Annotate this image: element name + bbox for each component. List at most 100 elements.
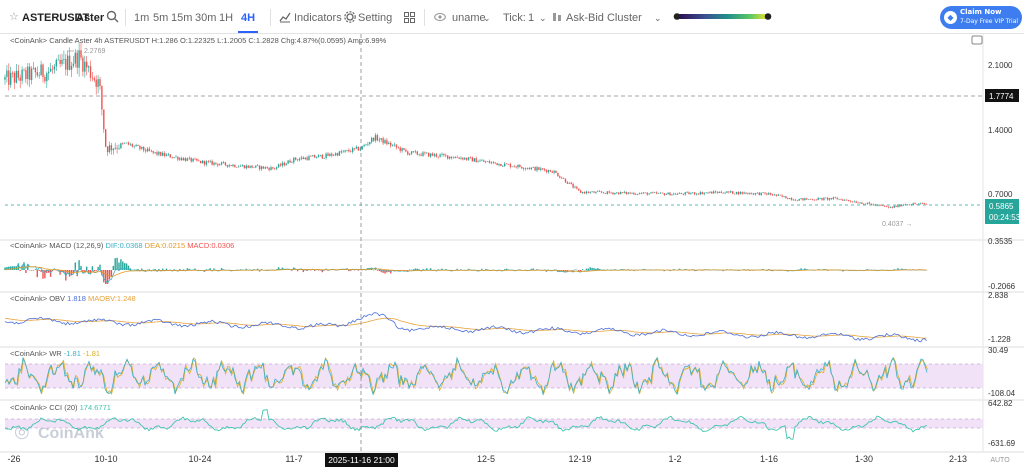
candle-body [851, 201, 854, 203]
interval-30m[interactable]: 30m [195, 12, 217, 24]
candle-body [182, 158, 185, 161]
macd-bar [95, 270, 97, 271]
vip-trial-button[interactable]: ◆ Claim Now 7-Day Free VIP Trial [940, 6, 1022, 29]
macd-bar [597, 268, 599, 270]
candle-body [593, 191, 595, 193]
candle-body [475, 158, 477, 163]
candle-body [139, 145, 141, 149]
low-price-label: 0.4037 → [882, 221, 912, 228]
macd-bar [504, 269, 506, 270]
candle-body [11, 72, 14, 74]
grid-icon[interactable] [404, 12, 415, 23]
candle-body [464, 157, 466, 160]
countdown-label: 00:24:53 [989, 213, 1021, 222]
candle-body [245, 165, 247, 169]
candle-body [882, 205, 884, 207]
macd-bar [72, 270, 75, 274]
candle-body [517, 164, 519, 168]
candle-body [490, 162, 493, 164]
candle-body [629, 192, 631, 194]
candle-body [811, 199, 814, 200]
candle-body [675, 193, 677, 195]
chart-area[interactable]: ◎ CoinAnk2.10001.40000.70001.77740.586500… [0, 34, 1024, 470]
uname-select[interactable]: uname [452, 12, 486, 24]
indicators-icon[interactable] [279, 11, 291, 23]
candle-body [129, 144, 132, 145]
star-icon[interactable]: ☆ [9, 11, 19, 23]
candle-body [167, 154, 170, 155]
macd-bar [585, 268, 588, 270]
interval-5m[interactable]: 5m [153, 12, 169, 24]
candle-body [251, 165, 253, 168]
x-tick-label: 10-24 [188, 454, 211, 464]
candle-body [730, 191, 732, 193]
interval-1h[interactable]: 1H [219, 12, 234, 24]
chevron-down-icon[interactable]: ⌄ [539, 13, 547, 23]
candle-body [205, 161, 208, 165]
candle-body [870, 203, 873, 205]
tick-value[interactable]: 1 [528, 12, 535, 24]
cluster-icon[interactable] [552, 11, 563, 23]
candle-body [467, 157, 470, 160]
candle-body [78, 50, 80, 68]
x-tick-label: 10-10 [94, 454, 117, 464]
candle-body [912, 203, 914, 205]
candle-body [445, 155, 447, 156]
eye-icon[interactable] [434, 12, 446, 22]
indicators-button[interactable]: Indicators [294, 12, 342, 24]
macd-bar [91, 266, 94, 270]
candle-body [699, 192, 702, 195]
chevron-down-icon[interactable]: ⌄ [654, 13, 662, 23]
candle-body [682, 193, 684, 195]
candle-body [70, 65, 73, 70]
macd-bar [42, 270, 44, 279]
candle-body [562, 178, 565, 180]
candle-body [781, 195, 783, 197]
candle-body [809, 199, 812, 200]
candle-body [836, 197, 838, 200]
candle-body [146, 148, 149, 152]
candle-body [625, 191, 627, 194]
candle-body [192, 158, 194, 162]
candle-body [118, 148, 120, 149]
interval-4h[interactable]: 4H [241, 12, 256, 24]
candle-body [606, 191, 608, 194]
candle-body [713, 191, 715, 194]
candle-body [872, 204, 874, 206]
candle-body [314, 155, 316, 158]
cci-tick-label: -631.69 [988, 439, 1016, 448]
candle-body [623, 191, 626, 193]
candle-body [264, 167, 266, 169]
macd-bar [182, 269, 185, 270]
macd-bar [412, 269, 415, 270]
candle-body [504, 163, 506, 167]
candle-body [181, 158, 183, 161]
candle-body [447, 155, 449, 159]
candle-body [163, 152, 166, 156]
chevron-down-icon[interactable]: ⌄ [483, 13, 491, 23]
candle-body [410, 151, 413, 154]
search-icon[interactable] [106, 10, 119, 23]
symbol-label[interactable]: ASTERUSDT [22, 12, 90, 24]
candle-body [640, 193, 643, 194]
heatmap-gradient-slider[interactable] [673, 13, 773, 21]
candle-body [378, 139, 380, 141]
macd-bar [593, 268, 595, 270]
setting-button[interactable]: Setting [358, 12, 393, 24]
interval-15m[interactable]: 15m [171, 12, 193, 24]
candle-body [222, 162, 225, 163]
interval-1m[interactable]: 1m [134, 12, 150, 24]
macd-bar [23, 262, 25, 270]
candle-body [648, 193, 650, 195]
candle-body [880, 204, 882, 206]
gear-icon[interactable] [344, 11, 356, 23]
cluster-select[interactable]: Ask-Bid Cluster [566, 12, 642, 24]
macd-bar [108, 270, 111, 280]
candle-body [779, 194, 781, 196]
candle-body [861, 202, 863, 204]
macd-bar [578, 270, 580, 272]
wr-header: <CoinAnk> WR -1.81 -1.81 [10, 349, 100, 358]
candle-body [471, 157, 474, 162]
macd-bar [48, 270, 50, 273]
candle-body [201, 160, 204, 164]
